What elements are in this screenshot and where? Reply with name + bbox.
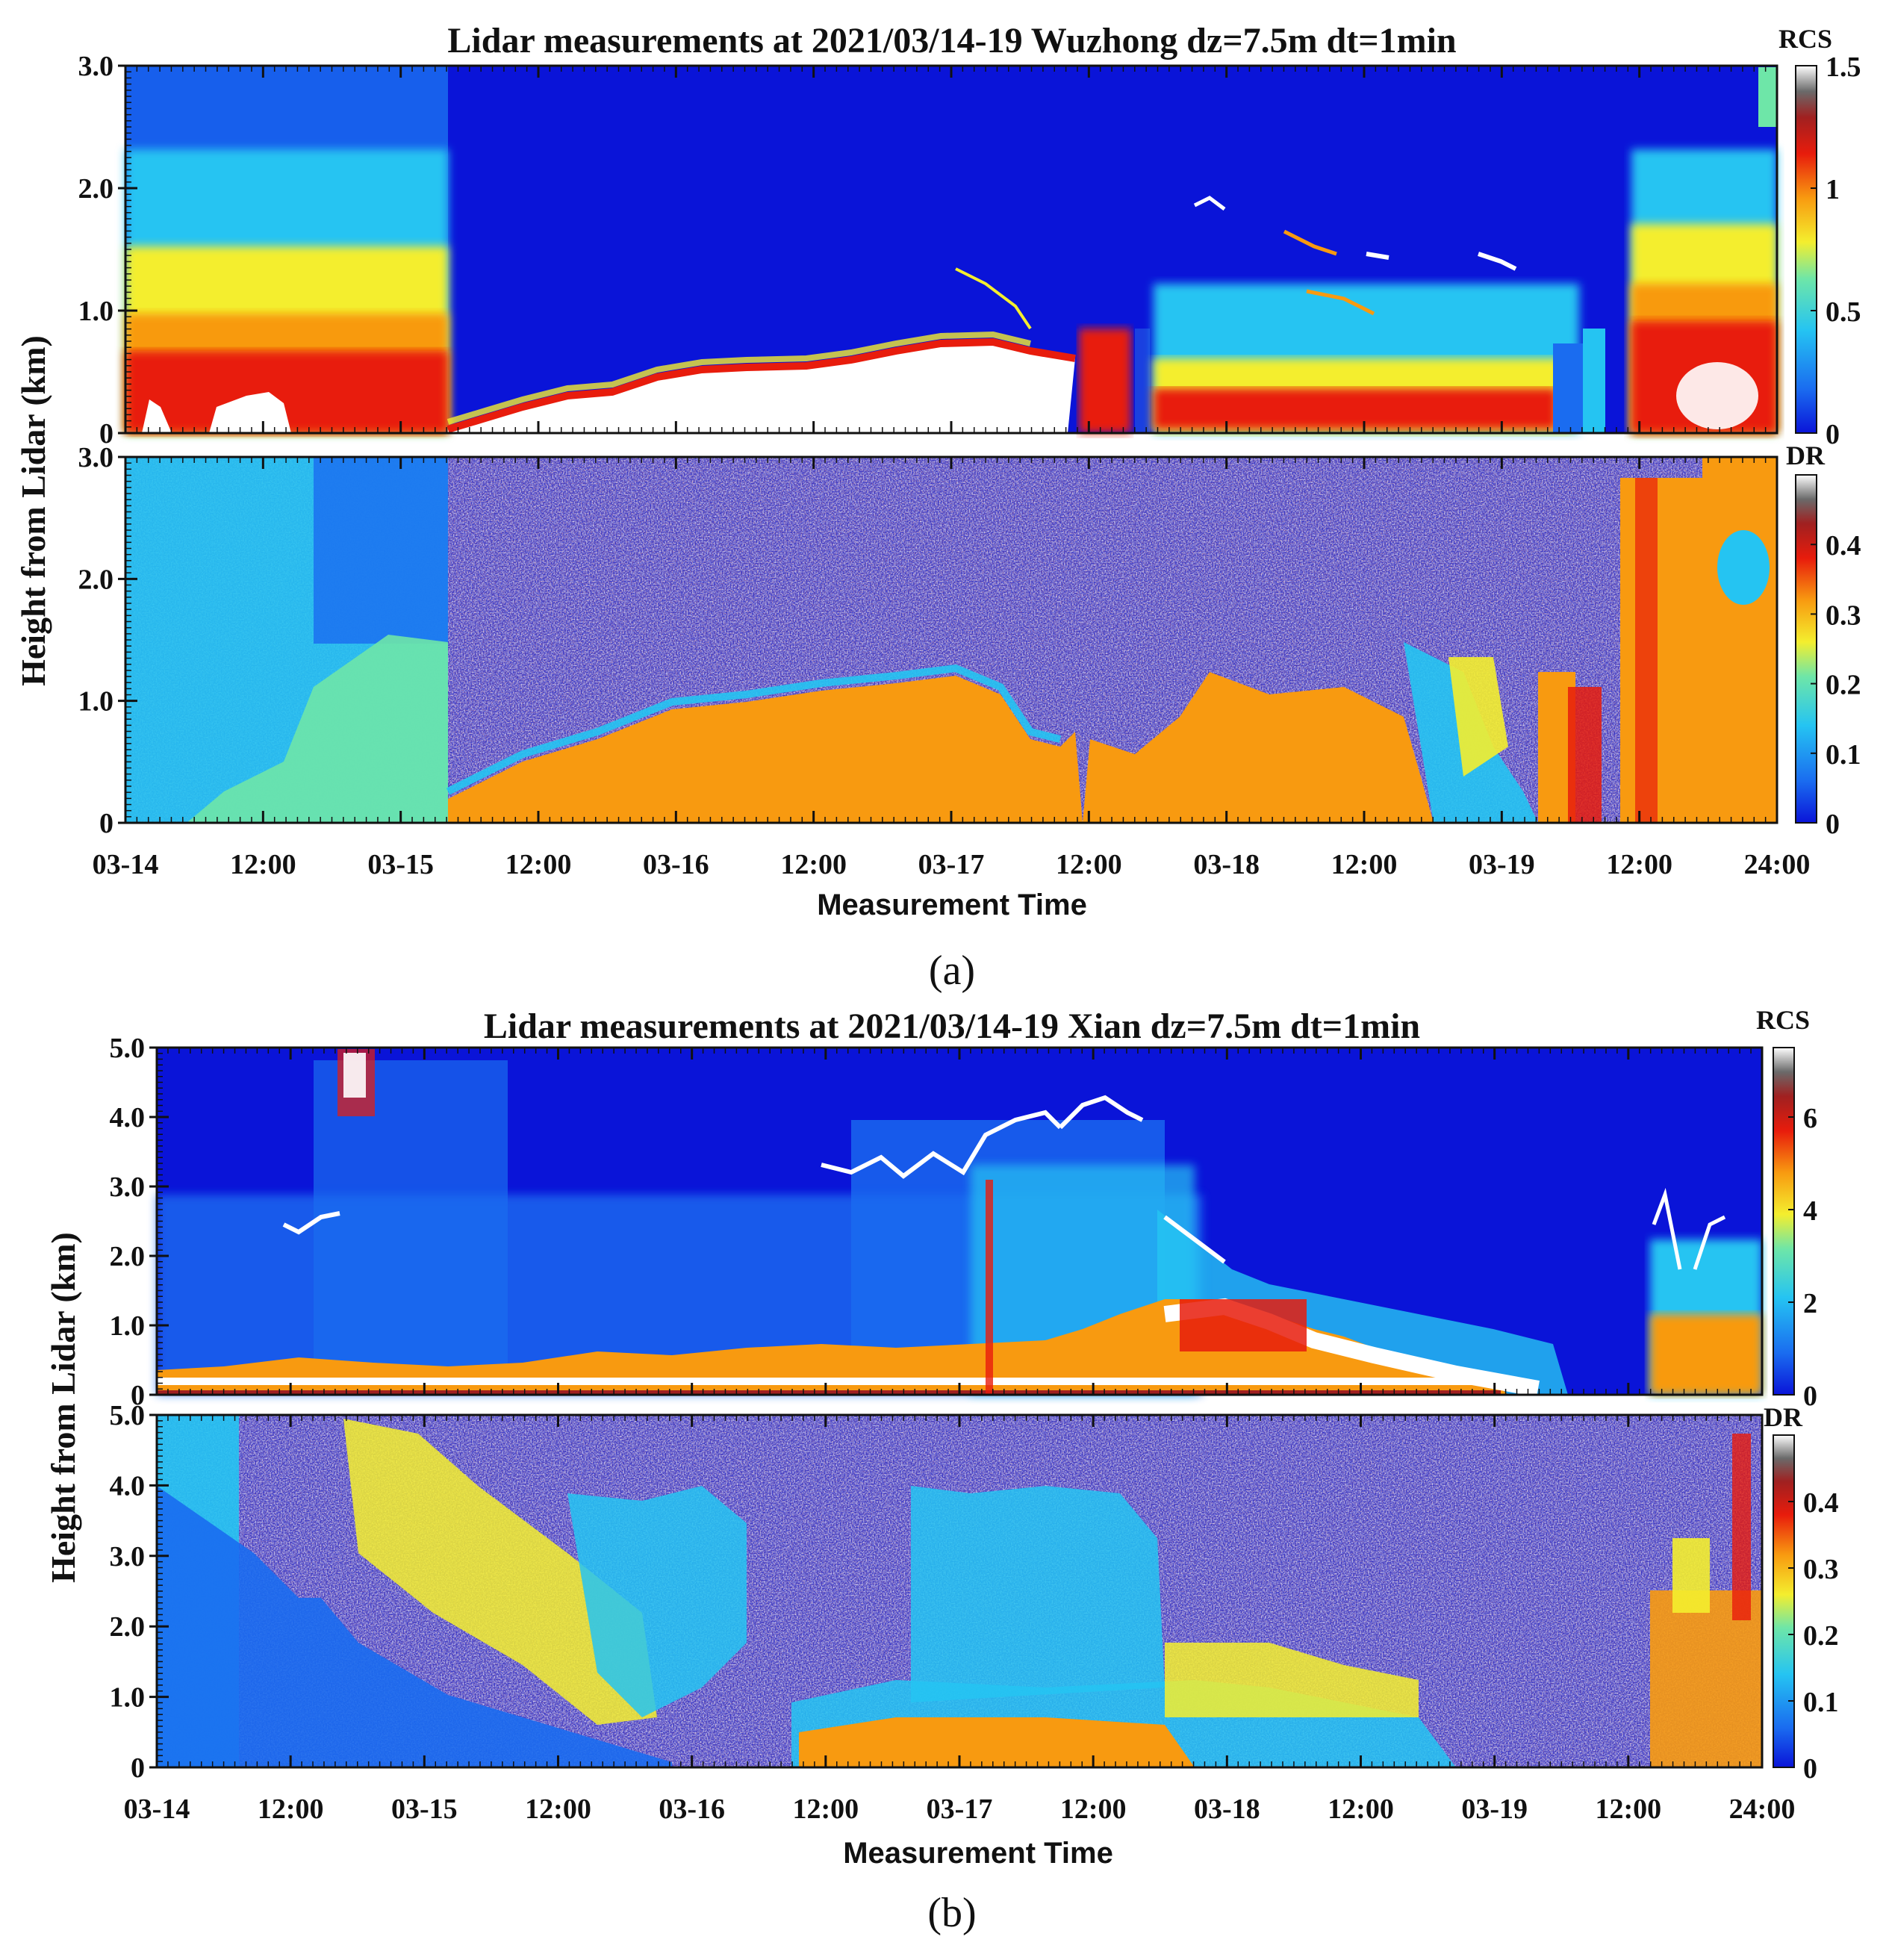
x-tick-label: 24:00	[1729, 1793, 1796, 1825]
y-tick-label: 3.0	[110, 1172, 146, 1203]
colorbar-tick-label: 0.3	[1826, 600, 1861, 631]
x-tick-label: 12:00	[1606, 849, 1672, 880]
y-tick-label: 3.0	[110, 1541, 146, 1572]
colorbar-b-dr	[1773, 1434, 1795, 1768]
x-tick-label: 03-16	[643, 849, 709, 880]
x-tick-label: 03-14	[124, 1793, 190, 1825]
y-tick-label: 2.0	[110, 1611, 146, 1643]
colorbar-tick-label: 0.1	[1826, 739, 1861, 771]
x-tick-label: 12:00	[525, 1793, 591, 1825]
x-tick-label: 03-15	[391, 1793, 458, 1825]
x-tick-label: 12:00	[230, 849, 296, 880]
colorbar-tick-label: 0.5	[1826, 296, 1861, 328]
y-tick-label: 3.0	[78, 442, 114, 473]
x-tick-label: 24:00	[1744, 849, 1811, 880]
colorbar-a-dr	[1795, 474, 1817, 824]
x-tick-label: 03-17	[918, 849, 985, 880]
y-tick-label: 0	[99, 808, 113, 839]
panel-label-a: (a)	[929, 948, 975, 994]
x-tick-label: 03-18	[1194, 1793, 1260, 1825]
colorbar-tick-label: 0.4	[1826, 530, 1861, 561]
colorbar-a-dr-label: DR	[1786, 441, 1826, 470]
colorbar-tick-label: 1	[1826, 174, 1840, 205]
panel-label-b: (b)	[927, 1890, 976, 1936]
title-a: Lidar measurements at 2021/03/14-19 Wuzh…	[447, 21, 1456, 60]
colorbar-tick-label: 6	[1803, 1103, 1817, 1134]
y-tick-label: 1.0	[78, 296, 114, 327]
x-tick-label: 12:00	[1596, 1793, 1662, 1825]
y-tick-label: 4.0	[110, 1102, 146, 1133]
colorbar-tick-label: 0	[1803, 1753, 1817, 1785]
heatmap-b-rcs	[157, 1048, 1762, 1397]
heatmap-a-dr	[125, 457, 1777, 823]
colorbar-a-rcs	[1795, 65, 1817, 434]
xlabel-b: Measurement Time	[843, 1837, 1113, 1870]
x-tick-label: 03-15	[367, 849, 434, 880]
y-tick-label: 0	[99, 418, 113, 449]
x-tick-label: 12:00	[1060, 1793, 1127, 1825]
x-tick-label: 03-19	[1461, 1793, 1528, 1825]
x-tick-label: 12:00	[1331, 849, 1398, 880]
heatmap-a-rcs	[125, 66, 1777, 433]
x-tick-label: 12:00	[780, 849, 847, 880]
heatmap-b-dr	[157, 1415, 1762, 1767]
x-tick-label: 12:00	[505, 849, 572, 880]
y-tick-label: 0	[131, 1752, 145, 1784]
colorbar-tick-label: 0.1	[1803, 1687, 1839, 1718]
y-tick-label: 3.0	[78, 51, 114, 82]
x-tick-label: 12:00	[793, 1793, 859, 1825]
colorbar-tick-label: 1.5	[1826, 52, 1861, 83]
y-tick-label: 5.0	[110, 1400, 146, 1431]
x-tick-label: 12:00	[1328, 1793, 1394, 1825]
colorbar-b-rcs	[1773, 1047, 1795, 1396]
x-tick-label: 12:00	[1056, 849, 1122, 880]
colorbar-tick-label: 0	[1803, 1381, 1817, 1412]
colorbar-tick-label: 0.4	[1803, 1487, 1839, 1519]
xlabel-a: Measurement Time	[817, 889, 1087, 921]
colorbar-b-rcs-label: RCS	[1756, 1005, 1810, 1035]
y-tick-label: 2.0	[78, 564, 114, 595]
x-tick-label: 03-14	[93, 849, 159, 880]
y-tick-label: 4.0	[110, 1470, 146, 1502]
y-tick-label: 0	[131, 1380, 145, 1411]
x-tick-label: 03-18	[1193, 849, 1260, 880]
y-tick-label: 5.0	[110, 1033, 146, 1064]
colorbar-tick-label: 0	[1826, 809, 1840, 840]
colorbar-tick-label: 0.2	[1803, 1620, 1839, 1652]
colorbar-tick-label: 0	[1826, 419, 1840, 450]
y-tick-label: 1.0	[110, 1310, 146, 1342]
ylabel-b: Height from Lidar (km)	[44, 1232, 82, 1583]
x-tick-label: 12:00	[258, 1793, 324, 1825]
colorbar-tick-label: 4	[1803, 1195, 1817, 1227]
colorbar-b-dr-label: DR	[1764, 1402, 1803, 1432]
y-tick-label: 1.0	[78, 686, 114, 718]
x-tick-label: 03-19	[1469, 849, 1535, 880]
colorbar-tick-label: 2	[1803, 1288, 1817, 1319]
x-tick-label: 03-16	[659, 1793, 725, 1825]
colorbar-a-rcs-label: RCS	[1778, 24, 1832, 54]
y-tick-label: 1.0	[110, 1682, 146, 1714]
ylabel-a: Height from Lidar (km)	[14, 335, 52, 686]
title-b: Lidar measurements at 2021/03/14-19 Xian…	[484, 1007, 1420, 1046]
y-tick-label: 2.0	[110, 1241, 146, 1272]
y-tick-label: 2.0	[78, 173, 114, 205]
x-tick-label: 03-17	[927, 1793, 993, 1825]
colorbar-tick-label: 0.2	[1826, 670, 1861, 701]
colorbar-tick-label: 0.3	[1803, 1554, 1839, 1585]
